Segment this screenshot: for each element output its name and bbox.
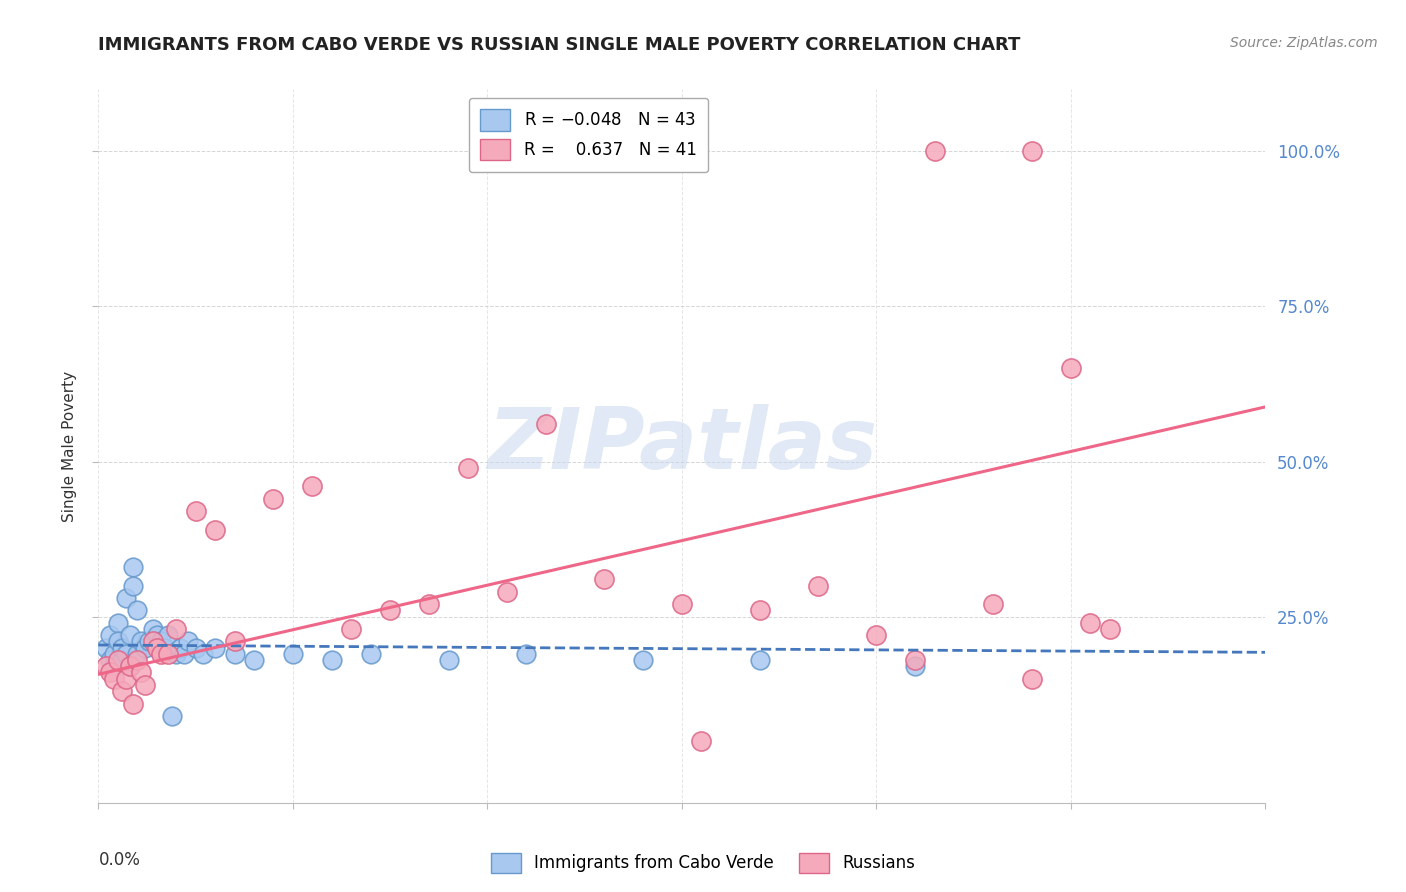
Point [122, 579, 145, 593]
Point [224, 634, 246, 648]
Point [173, 647, 195, 661]
Point [177, 634, 200, 648]
Point [748, 653, 770, 667]
Point [153, 640, 176, 655]
Point [184, 504, 207, 518]
Point [134, 640, 156, 655]
Point [262, 491, 284, 506]
Point [111, 653, 134, 667]
Point [114, 647, 136, 661]
Point [515, 647, 537, 661]
Point [631, 653, 654, 667]
Y-axis label: Single Male Poverty: Single Male Poverty [62, 370, 77, 522]
Point [146, 628, 169, 642]
Point [146, 640, 169, 655]
Point [1060, 361, 1083, 376]
Point [96, 659, 118, 673]
Point [98, 653, 121, 667]
Point [418, 597, 440, 611]
Point [360, 647, 382, 661]
Point [157, 647, 180, 661]
Point [103, 647, 125, 661]
Point [865, 628, 887, 642]
Legend: Immigrants from Cabo Verde, Russians: Immigrants from Cabo Verde, Russians [484, 847, 922, 880]
Point [122, 560, 145, 574]
Point [748, 603, 770, 617]
Point [98, 628, 121, 642]
Point [111, 640, 134, 655]
Point [122, 697, 145, 711]
Point [107, 615, 129, 630]
Point [184, 640, 207, 655]
Point [111, 684, 134, 698]
Point [981, 597, 1004, 611]
Point [1098, 622, 1121, 636]
Point [98, 665, 121, 680]
Point [690, 733, 713, 747]
Point [1021, 672, 1043, 686]
Point [243, 653, 266, 667]
Point [169, 640, 191, 655]
Text: 0.0%: 0.0% [98, 851, 141, 870]
Point [118, 628, 141, 642]
Point [671, 597, 693, 611]
Point [1021, 145, 1043, 159]
Point [193, 647, 215, 661]
Point [103, 672, 125, 686]
Text: IMMIGRANTS FROM CABO VERDE VS RUSSIAN SINGLE MALE POVERTY CORRELATION CHART: IMMIGRANTS FROM CABO VERDE VS RUSSIAN SI… [98, 36, 1021, 54]
Point [165, 622, 187, 636]
Point [118, 659, 141, 673]
Point [142, 634, 165, 648]
Text: ZIPatlas: ZIPatlas [486, 404, 877, 488]
Point [807, 579, 830, 593]
Point [129, 665, 152, 680]
Point [129, 634, 152, 648]
Point [904, 659, 927, 673]
Point [495, 584, 517, 599]
Point [340, 622, 363, 636]
Point [204, 640, 226, 655]
Point [593, 573, 616, 587]
Point [1080, 615, 1102, 630]
Point [114, 591, 136, 605]
Point [127, 647, 149, 661]
Point [457, 460, 479, 475]
Point [138, 634, 160, 648]
Point [281, 647, 304, 661]
Point [118, 659, 141, 673]
Text: Source: ZipAtlas.com: Source: ZipAtlas.com [1230, 36, 1378, 50]
Point [437, 653, 460, 667]
Point [142, 622, 165, 636]
Point [149, 634, 172, 648]
Point [127, 603, 149, 617]
Point [165, 647, 187, 661]
Point [103, 659, 125, 673]
Point [904, 653, 927, 667]
Point [378, 603, 402, 617]
Legend: R = $-$0.048   N = 43, R =    0.637   N = 41: R = $-$0.048 N = 43, R = 0.637 N = 41 [468, 97, 709, 172]
Point [114, 672, 136, 686]
Point [127, 653, 149, 667]
Point [107, 634, 129, 648]
Point [924, 145, 946, 159]
Point [224, 647, 246, 661]
Point [149, 647, 172, 661]
Point [162, 709, 184, 723]
Point [534, 417, 557, 432]
Point [134, 678, 156, 692]
Point [96, 640, 118, 655]
Point [157, 628, 180, 642]
Point [107, 653, 129, 667]
Point [321, 653, 343, 667]
Point [204, 523, 226, 537]
Point [301, 479, 323, 493]
